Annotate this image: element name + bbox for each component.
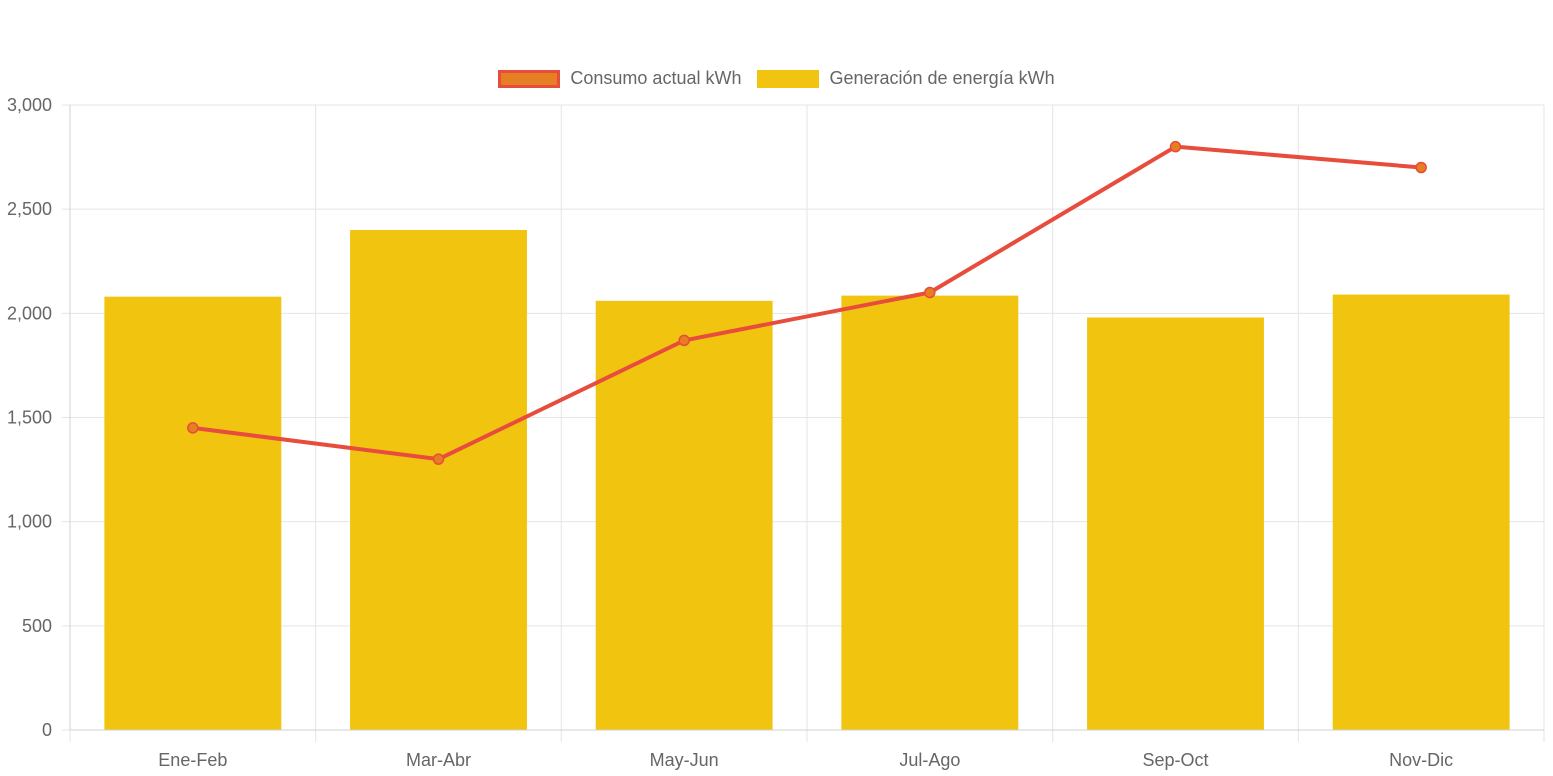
bar-generacion[interactable] bbox=[1087, 317, 1264, 731]
legend-label-generacion: Generación de energía kWh bbox=[829, 68, 1055, 88]
x-tick-label: Nov-Dic bbox=[1389, 750, 1453, 770]
x-tick-label: Jul-Ago bbox=[899, 750, 960, 770]
bar-generacion[interactable] bbox=[595, 300, 773, 730]
x-tick-label: Ene-Feb bbox=[158, 750, 227, 770]
line-consumo bbox=[192, 144, 1422, 462]
bar-generacion[interactable] bbox=[104, 296, 282, 730]
y-tick-label: 1,000 bbox=[7, 512, 52, 532]
bar-series-generacion bbox=[104, 230, 1510, 731]
x-tick-label: May-Jun bbox=[650, 750, 719, 770]
legend-item-consumo[interactable]: Consumo actual kWh bbox=[498, 68, 741, 89]
point-consumo[interactable] bbox=[1169, 140, 1182, 153]
axes: 0 500 1,000 1,500 2,000 2,500 3,000 Ene-Feb Mar-… bbox=[7, 95, 1544, 770]
x-tick-label: Sep-Oct bbox=[1142, 750, 1208, 770]
point-consumo[interactable] bbox=[678, 334, 690, 347]
legend-label-consumo: Consumo actual kWh bbox=[570, 68, 742, 88]
y-tick-label: 500 bbox=[22, 616, 52, 636]
chart-legend: Consumo actual kWh Generación de energía… bbox=[0, 68, 1553, 89]
point-consumo[interactable] bbox=[187, 422, 199, 434]
x-tick-label: Mar-Abr bbox=[406, 750, 471, 770]
point-consumo[interactable] bbox=[1415, 161, 1427, 174]
y-tick-label: 1,500 bbox=[7, 408, 52, 428]
grid-lines bbox=[62, 104, 1545, 742]
y-tick-label: 2,000 bbox=[7, 303, 52, 323]
point-consumo[interactable] bbox=[924, 286, 936, 299]
legend-item-generacion[interactable]: Generación de energía kWh bbox=[757, 68, 1055, 89]
bar-generacion[interactable] bbox=[350, 230, 527, 730]
legend-swatch-generacion bbox=[757, 69, 820, 88]
bar-generacion[interactable] bbox=[841, 295, 1019, 730]
bar-generacion[interactable] bbox=[1332, 294, 1510, 730]
y-tick-label: 2,500 bbox=[7, 199, 52, 219]
y-tick-label: 3,000 bbox=[7, 95, 52, 115]
legend-swatch-consumo bbox=[498, 69, 561, 88]
line-series-consumo bbox=[187, 140, 1427, 465]
point-consumo[interactable] bbox=[432, 453, 445, 465]
y-tick-label: 0 bbox=[42, 720, 52, 740]
